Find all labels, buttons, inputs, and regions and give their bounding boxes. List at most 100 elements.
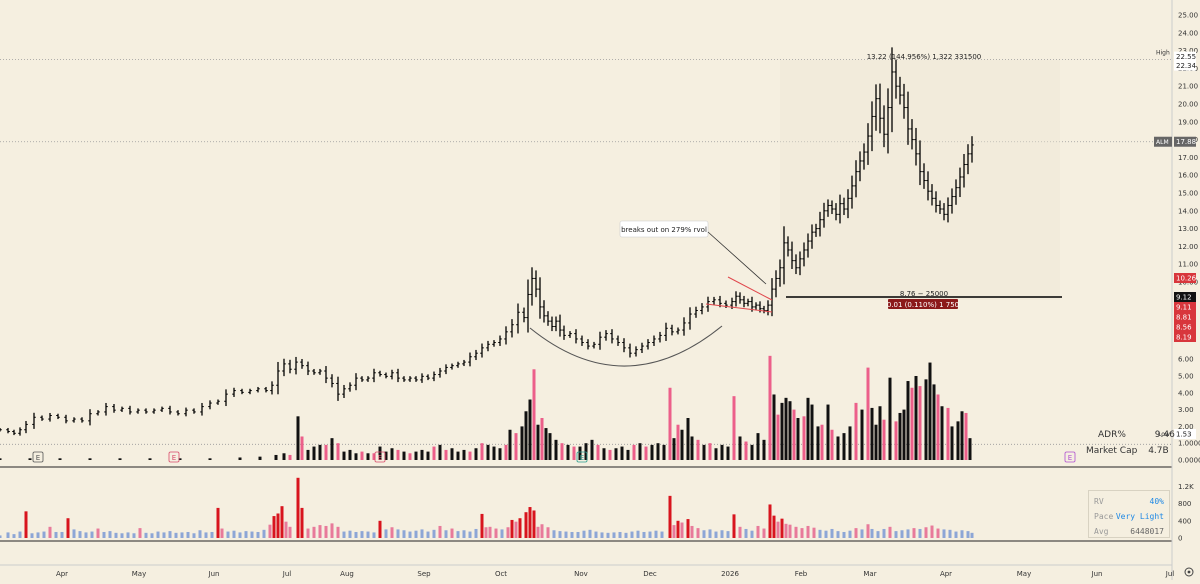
ohlc-bar [24,420,28,434]
rvol-bar [284,521,288,538]
rvol-bar [30,533,34,538]
volume-tick-label: 5.00 [1178,373,1194,381]
ohlc-bar [88,409,92,426]
ohlc-bar [318,368,322,375]
rvol-bar [354,531,358,538]
ohlc-bar [652,335,656,346]
volume-bar [584,443,588,460]
volume-bar [514,433,518,460]
rvol-bar [738,526,742,538]
rvol-bar [342,531,346,538]
ohlc-bar [794,254,798,275]
ohlc-bar [670,324,674,336]
rvol-bar [144,532,148,538]
volume-bar [956,421,960,460]
ohlc-bar [526,279,530,333]
ohlc-bar [128,405,132,415]
rvol-bar [444,530,448,538]
ohlc-bar [682,317,686,336]
volume-bar [932,384,936,460]
rvol-bar [372,532,376,538]
rvol-bar [636,530,640,538]
ohlc-bar [456,361,460,368]
month-label: Jun [208,570,220,578]
month-label: Jul [282,570,292,578]
volume-bar [118,458,122,460]
volume-bar [690,436,694,460]
earnings-marker-label: E [36,454,40,462]
ohlc-bar [224,389,228,407]
rvol-bar [552,530,556,538]
volume-bar [696,439,700,460]
rvol-bar [348,530,352,538]
ohlc-bar [396,368,400,383]
avg-value: 6448017 [1130,527,1164,536]
rvol-bar [606,532,610,538]
rvol-bar [680,522,684,538]
volume-bar [402,451,406,460]
rvol-bar [324,525,328,538]
earnings-marker-box [168,451,180,463]
rvol-bar [336,526,340,538]
ohlc-bar [546,311,550,326]
volume-bar [686,418,690,460]
volume-bar [566,444,570,460]
rvol-tick-label: 1.2K [1178,483,1194,491]
rvol-bar [696,528,700,538]
ohlc-bar [408,376,412,382]
ohlc-bar [700,303,704,315]
ohlc-bar [342,384,346,398]
price-tag-8-56: 8.56 [1176,324,1192,332]
volume-bar [318,444,322,460]
rvol-bar [138,528,142,538]
ohlc-bar [522,307,526,323]
rvol-bar [150,533,154,538]
ohlc-bar [372,368,376,383]
volume-bar [342,451,346,460]
rvol-bar [860,529,864,538]
price-tag-8-81: 8.81 [1176,314,1192,322]
volume-bar [888,377,892,460]
rvol-bar [824,530,828,538]
volume-bar [878,406,882,460]
price-tag-10-26-bg [1174,273,1196,283]
rvol-bar [524,512,528,538]
volume-bar [848,426,852,460]
breakout-callout-box [619,220,709,238]
volume-bar [738,436,742,460]
ohlc-bar [12,429,16,436]
volume-bar [602,448,606,460]
ohlc-bar [438,367,442,378]
rvol-bar [546,527,550,538]
volume-bar [426,451,430,460]
ohlc-bar [80,417,84,423]
volume-bar [860,409,864,460]
ohlc-bar [530,267,534,306]
volume-bar [420,449,424,460]
rvol-bar [238,532,242,538]
rvol-bar [162,532,166,538]
volume-bar [596,444,600,460]
volume-bar [520,426,524,460]
rvol-bar [474,528,478,538]
volume-bar [58,458,62,460]
price-tick-label: 25.00 [1178,12,1198,20]
ohlc-bar [240,388,244,395]
rvol-bar [102,531,106,538]
rvol-bar [72,529,76,538]
rvol-bar [528,507,532,538]
ohlc-bar [838,194,842,224]
volume-bar [378,446,382,460]
volume-tick-label: 3.00 [1178,406,1194,414]
ohlc-bar [542,300,546,323]
pace-label: Pace [1094,512,1114,521]
volume-bar [714,448,718,460]
flag-lower-trendline [705,303,773,313]
volume-bar [608,449,612,460]
month-label: May [1017,570,1031,578]
volume-bar [836,436,840,460]
